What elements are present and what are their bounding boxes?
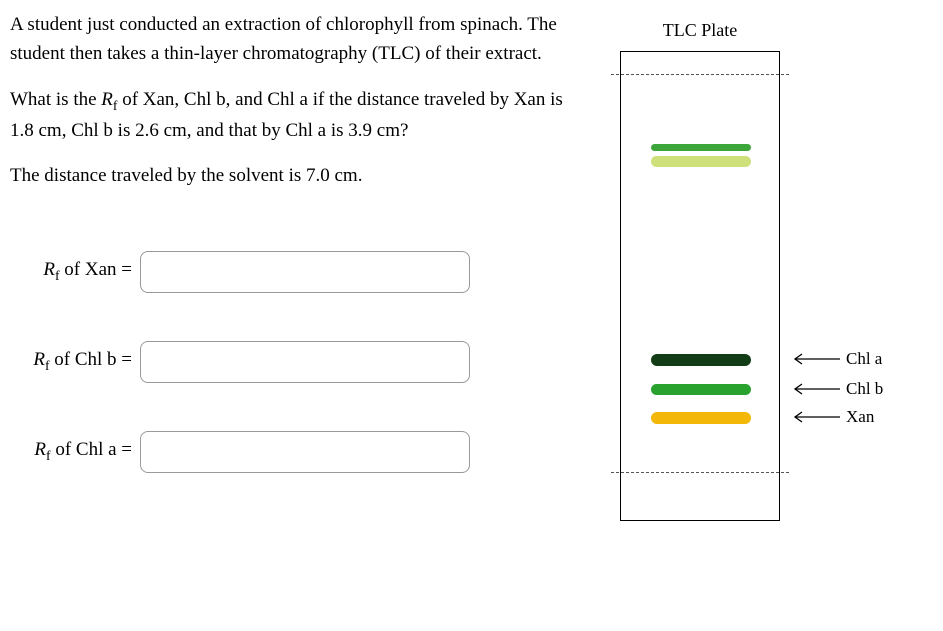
input-rf-chlb[interactable] [140, 341, 470, 383]
band-chl-a [651, 354, 751, 366]
input-rf-xan[interactable] [140, 251, 470, 293]
solvent-front [611, 74, 789, 75]
band-xan [651, 412, 751, 424]
label-chl-a: Chl a [792, 349, 882, 369]
label-rf-xan: Rf of Xan = [10, 259, 140, 284]
arrow-icon [792, 353, 840, 365]
origin-line [611, 472, 789, 473]
band-top-band-2 [651, 156, 751, 167]
answer-row-chlb: Rf of Chl b = [10, 341, 570, 383]
question-p2: What is the Rf of Xan, Chl b, and Chl a … [10, 85, 570, 145]
question-p1: A student just conducted an extraction o… [10, 10, 570, 69]
label-rf-chla: Rf of Chl a = [10, 439, 140, 464]
label-rf-chlb: Rf of Chl b = [10, 349, 140, 374]
answer-row-xan: Rf of Xan = [10, 251, 570, 293]
question-p3: The distance traveled by the solvent is … [10, 161, 570, 190]
band-chl-b [651, 384, 751, 395]
input-rf-chla[interactable] [140, 431, 470, 473]
arrow-icon [792, 383, 840, 395]
band-top-band-1 [651, 144, 751, 151]
label-chl-b: Chl b [792, 379, 883, 399]
tlc-plate [620, 51, 780, 521]
label-xan: Xan [792, 407, 874, 427]
plate-title: TLC Plate [620, 20, 780, 41]
arrow-icon [792, 411, 840, 423]
answer-row-chla: Rf of Chl a = [10, 431, 570, 473]
